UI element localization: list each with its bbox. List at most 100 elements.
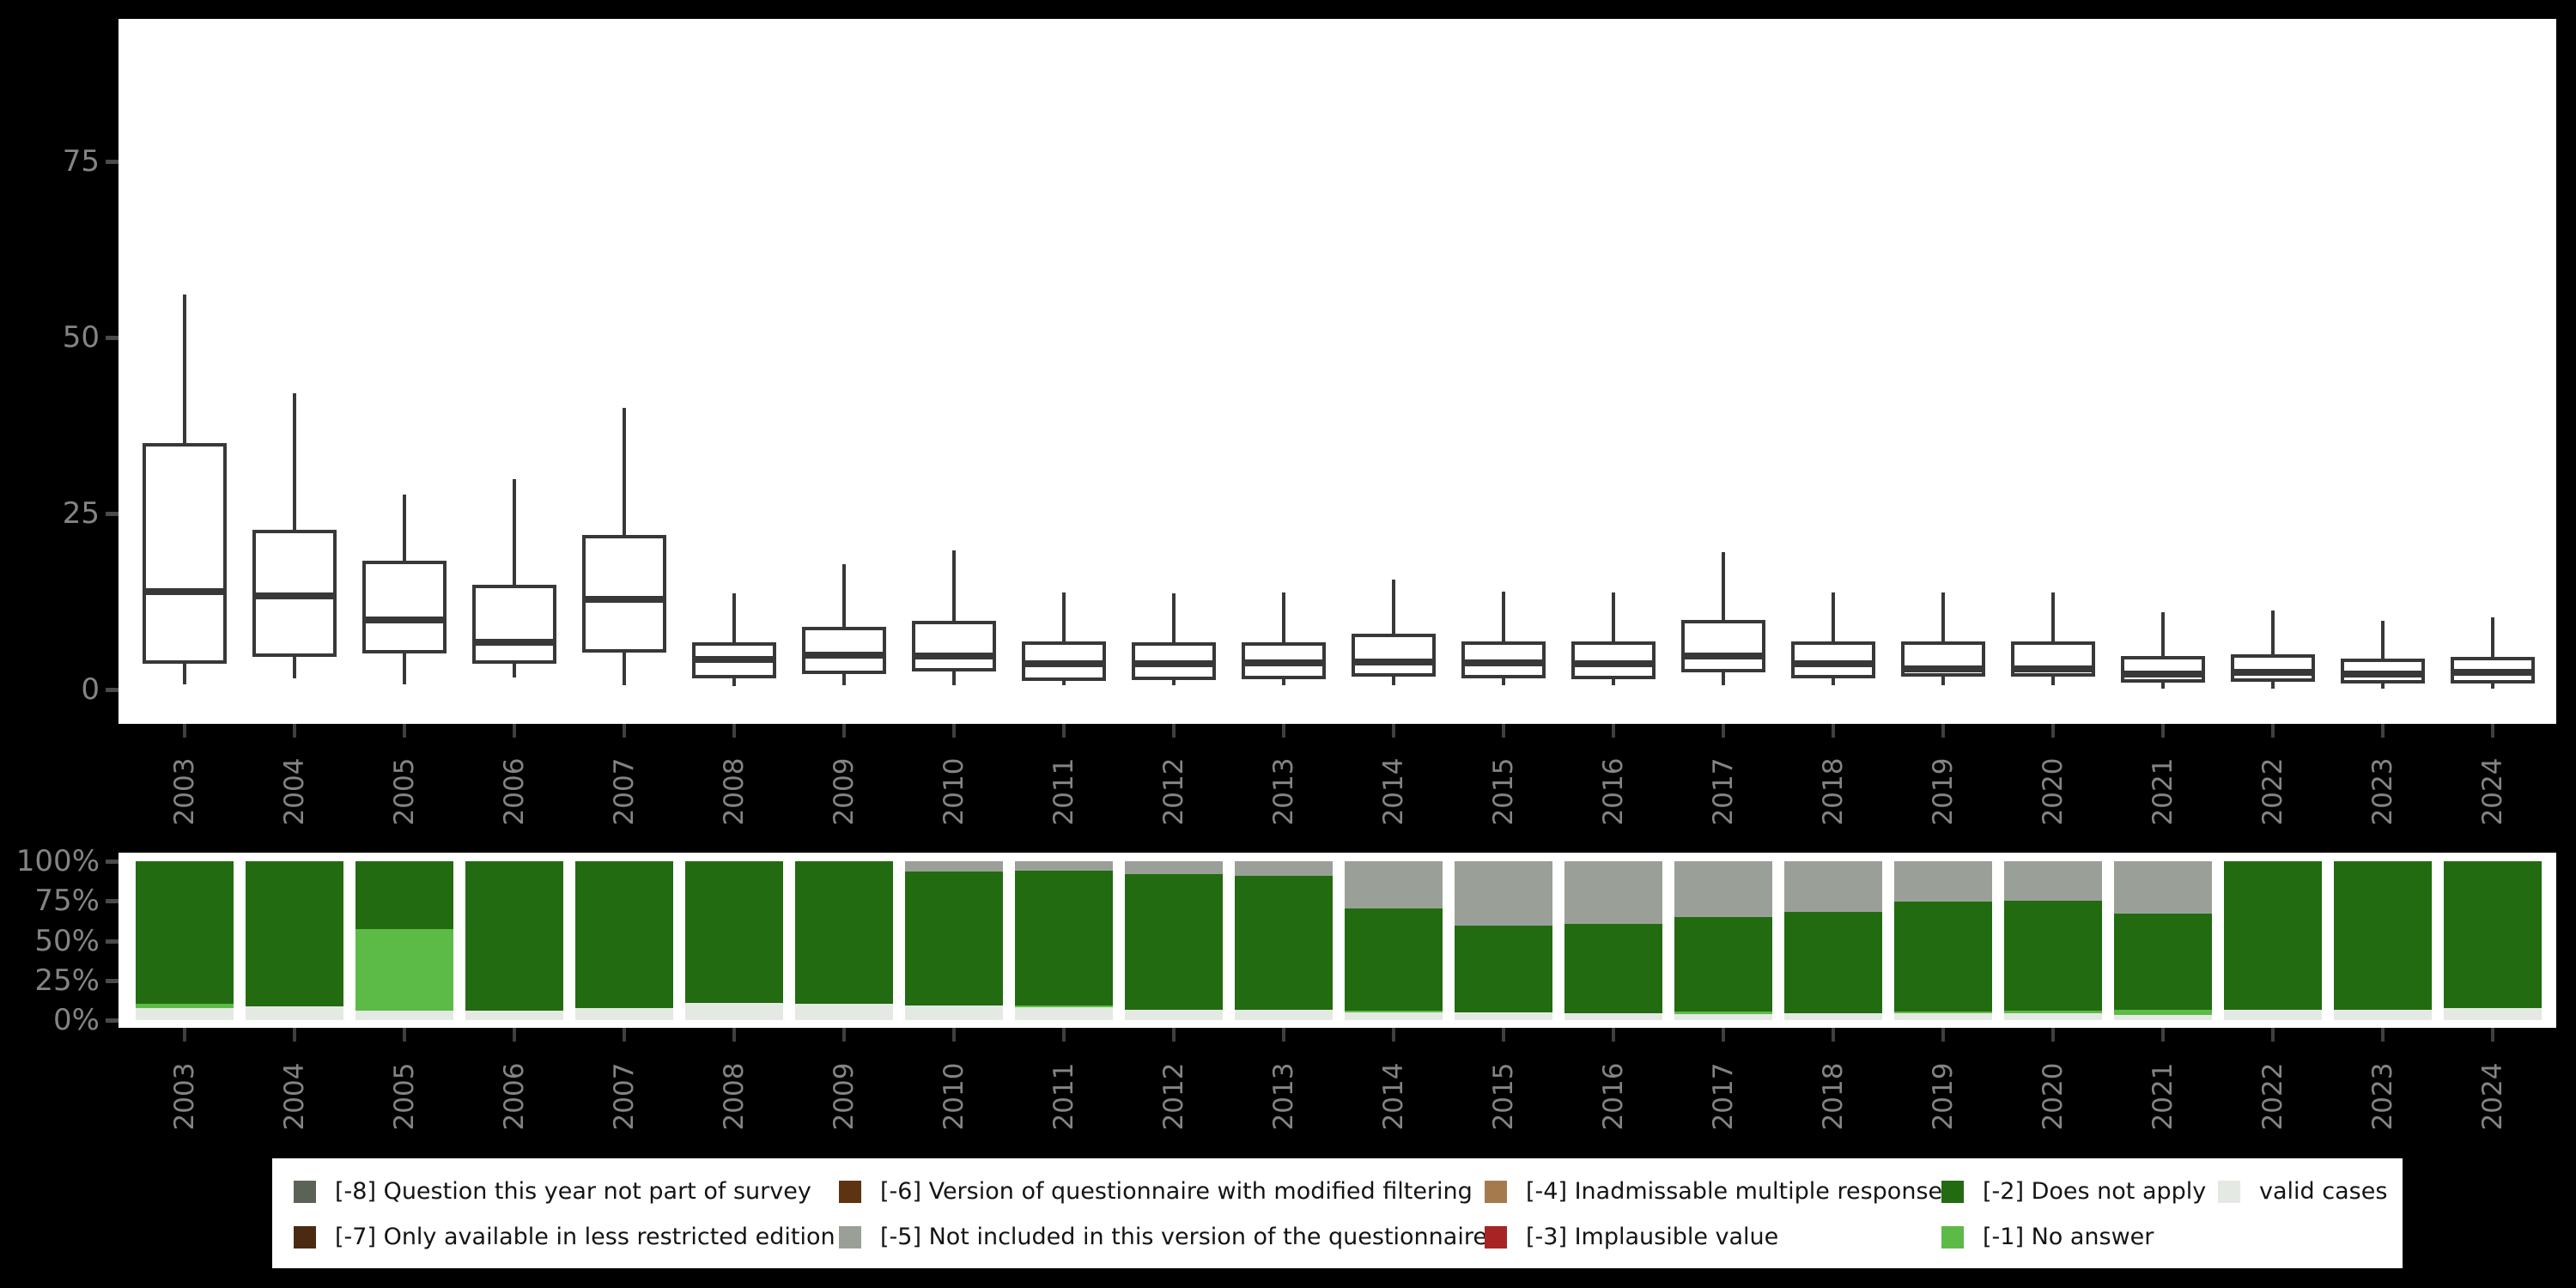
percent-axis-tick-label: 75% <box>34 884 100 919</box>
upper-whisker <box>623 408 626 535</box>
box-2021 <box>2121 655 2205 683</box>
legend-label--2: [-2] Does not apply <box>1983 1178 2207 1205</box>
percent-axis-tick-label: 50% <box>34 923 100 958</box>
box-2022 <box>2231 654 2315 682</box>
x-axis-year-label: 2008 <box>719 757 750 826</box>
y-axis-tick <box>106 160 118 164</box>
bar-segment <box>2114 914 2212 1010</box>
x-axis-year-label: 2007 <box>609 757 640 826</box>
x-axis-tick <box>2381 724 2385 738</box>
x-axis-year-label: 2019 <box>1928 757 1959 826</box>
bar-segment <box>1455 861 1552 926</box>
median-line <box>362 616 447 623</box>
box-2007 <box>582 534 666 653</box>
median-line <box>2011 665 2095 673</box>
lower-whisker <box>1062 681 1066 686</box>
percent-axis-tick-label: 100% <box>15 844 100 878</box>
x-axis-year-label: 2006 <box>499 1062 530 1131</box>
bar-segment <box>2224 1009 2322 1020</box>
upper-whisker <box>1282 592 1285 643</box>
percent-axis-tick <box>106 978 118 983</box>
x-axis-tick <box>403 724 406 738</box>
x-axis-tick <box>842 1028 846 1042</box>
x-axis-tick <box>2491 1028 2494 1042</box>
bar-segment <box>465 1011 563 1020</box>
upper-whisker <box>1832 592 1835 642</box>
bar-segment <box>1674 1013 1772 1020</box>
lower-whisker <box>1502 677 1505 686</box>
lower-whisker <box>1722 672 1725 686</box>
x-axis-year-label: 2021 <box>2148 1062 2178 1131</box>
y-axis-tick-label: 50 <box>62 320 100 355</box>
x-axis-year-label: 2013 <box>1268 757 1299 826</box>
upper-whisker <box>1612 592 1615 642</box>
lower-whisker <box>1941 677 1945 686</box>
median-line <box>802 651 886 659</box>
bar-segment <box>2444 1008 2542 1020</box>
y-axis-tick-label: 25 <box>62 496 100 531</box>
x-axis-tick <box>2381 1028 2385 1042</box>
bar-segment <box>685 1003 783 1020</box>
x-axis-year-label: 2014 <box>1378 757 1409 826</box>
bar-segment <box>1894 901 1992 1012</box>
median-line <box>912 652 996 659</box>
bar-segment <box>1894 861 1992 902</box>
bar-segment <box>1345 1011 1443 1013</box>
median-line <box>1132 659 1216 667</box>
x-axis-tick <box>1612 1028 1615 1042</box>
percent-axis-tick-label: 0% <box>53 1003 100 1037</box>
legend-label-valid: valid cases <box>2259 1178 2388 1205</box>
x-axis-tick <box>183 1028 186 1042</box>
percent-axis-tick <box>106 1018 118 1023</box>
x-axis-tick <box>2271 724 2275 738</box>
median-line <box>1791 659 1875 667</box>
bar-segment <box>2114 1009 2212 1015</box>
bar-segment <box>685 861 783 1004</box>
lower-whisker <box>2271 681 2275 690</box>
median-line <box>472 639 556 647</box>
bar-segment <box>1674 916 1772 1012</box>
lower-whisker <box>1392 677 1395 686</box>
legend-label--4: [-4] Inadmissable multiple response <box>1526 1178 1943 1205</box>
bar-segment <box>2004 861 2102 901</box>
bar-segment <box>1674 861 1772 917</box>
x-axis-tick <box>1062 1028 1066 1042</box>
bar-segment <box>1894 1012 1992 1020</box>
box-2006 <box>472 584 556 664</box>
x-axis-tick <box>1832 1028 1835 1042</box>
x-axis-year-label: 2018 <box>1818 757 1849 826</box>
median-line <box>1571 659 1656 667</box>
x-axis-tick <box>842 724 846 738</box>
x-axis-tick <box>623 1028 626 1042</box>
bar-segment <box>2004 1010 2102 1013</box>
box-2018 <box>1791 641 1875 678</box>
percent-axis-tick <box>106 860 118 864</box>
bar-segment <box>2444 861 2542 1009</box>
upper-whisker <box>1062 592 1066 642</box>
bar-segment <box>1784 1012 1882 1020</box>
x-axis-year-label: 2022 <box>2257 1062 2288 1131</box>
lower-whisker <box>183 663 186 685</box>
bar-segment <box>2004 900 2102 1011</box>
bar-segment <box>905 1005 1003 1020</box>
bar-segment <box>1125 873 1223 1010</box>
bar-segment <box>1015 871 1113 1006</box>
median-line <box>2121 670 2205 677</box>
lower-whisker <box>2051 677 2055 686</box>
bar-segment <box>905 871 1003 1006</box>
x-axis-year-label: 2005 <box>389 757 420 826</box>
bar-segment <box>355 861 453 929</box>
bar-segment <box>1564 861 1662 925</box>
x-axis-year-label: 2011 <box>1048 1062 1079 1131</box>
bar-segment <box>795 1003 893 1020</box>
x-axis-tick <box>623 724 626 738</box>
x-axis-year-label: 2022 <box>2257 757 2288 826</box>
median-line <box>143 588 227 596</box>
x-axis-tick <box>1941 1028 1945 1042</box>
x-axis-year-label: 2012 <box>1158 757 1189 826</box>
upper-whisker <box>293 392 296 530</box>
bar-segment <box>2224 861 2322 1010</box>
upper-whisker <box>732 592 736 643</box>
x-axis-year-label: 2009 <box>829 1062 860 1131</box>
upper-whisker <box>2491 617 2494 658</box>
